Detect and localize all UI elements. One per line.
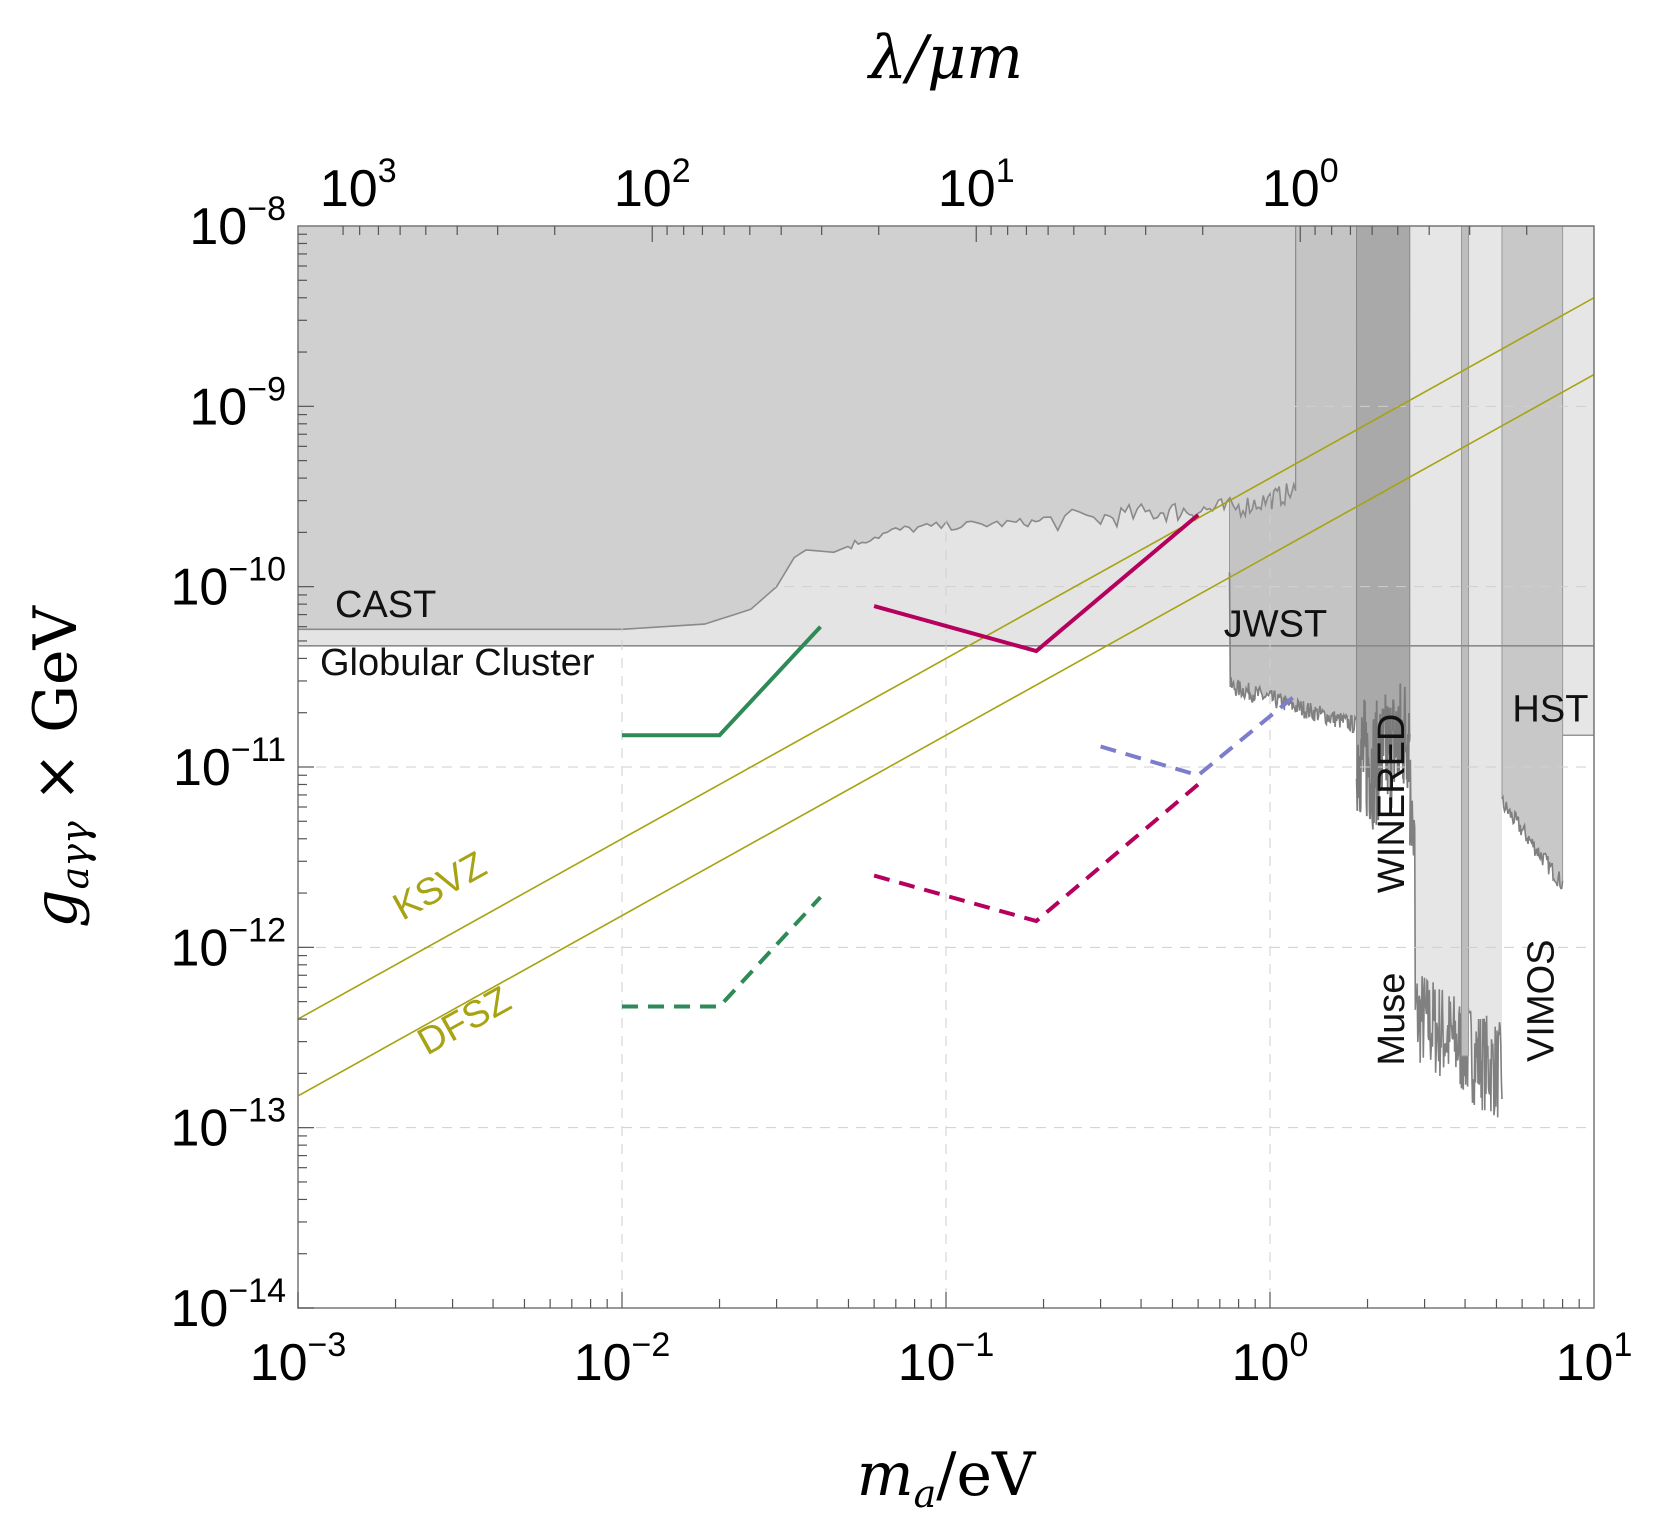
x-tick-label-exponent: −3	[308, 1326, 347, 1364]
crimson-solid-projection	[873, 513, 1200, 654]
y-tick-label: 10−12	[170, 911, 286, 977]
cast-region	[298, 226, 1296, 630]
y-tick-label: 10−14	[170, 1272, 286, 1338]
muse-label: Muse	[1371, 973, 1413, 1066]
x-tick-label-base: 10	[1232, 1334, 1290, 1392]
y-tick-label-base: 10	[170, 559, 228, 617]
cast-label: CAST	[335, 584, 436, 626]
x-axis-title-main: m	[857, 1440, 914, 1510]
y-tick-label-exponent: −14	[228, 1272, 286, 1310]
muse-region	[1409, 226, 1502, 1118]
exclusion-regions	[298, 226, 1594, 1118]
x-tick-label-base: 10	[898, 1334, 956, 1392]
y-tick-label-exponent: −12	[228, 911, 286, 949]
y-tick-label-exponent: −9	[247, 370, 286, 408]
vimos-region	[1501, 226, 1564, 890]
y-tick-label-base: 10	[170, 919, 228, 977]
x-tick-label: 10−1	[898, 1326, 995, 1392]
y-tick-label-base: 10	[189, 378, 247, 436]
x-axis-title-sub: a	[914, 1472, 937, 1516]
top-tick-label-exponent: 0	[1320, 152, 1339, 190]
crimson-dashed-projection	[873, 782, 1200, 924]
x-tick-label: 10−2	[574, 1326, 671, 1392]
x-axis-title: ma/eV	[857, 1440, 1037, 1516]
data-lines	[298, 297, 1594, 1097]
top-tick-label-exponent: 1	[996, 152, 1015, 190]
y-tick-label-exponent: −8	[247, 190, 286, 228]
y-tick-label: 10−11	[173, 731, 286, 797]
y-axis-title-sub: aγγ	[53, 821, 97, 889]
vimos-label: VIMOS	[1521, 939, 1563, 1061]
top-tick-label-base: 10	[938, 160, 996, 218]
blue-dashed-projection	[1100, 693, 1297, 778]
y-tick-label-base: 10	[170, 1280, 228, 1338]
x-tick-label-exponent: −2	[632, 1326, 671, 1364]
y-tick-label: 10−9	[189, 370, 286, 436]
winered-label: WINERED	[1371, 714, 1413, 893]
top-tick-label: 101	[938, 152, 1015, 218]
top-tick-label: 100	[1262, 152, 1339, 218]
hst-label: HST	[1512, 688, 1588, 730]
dfsz-line	[298, 373, 1594, 1097]
y-axis-title-rest: × GeV	[21, 604, 91, 821]
globular-cluster-label: Globular Cluster	[320, 642, 595, 684]
ksvz-line	[298, 297, 1594, 1020]
winered-curve	[1355, 683, 1411, 830]
x-tick-label-exponent: 0	[1289, 1326, 1308, 1364]
x-tick-label-base: 10	[250, 1334, 308, 1392]
jwst-label: JWST	[1224, 604, 1327, 646]
y-tick-label-base: 10	[173, 739, 231, 797]
top-tick-label-base: 10	[320, 160, 378, 218]
dfsz-label: DFSZ	[411, 979, 518, 1064]
cast-curve	[298, 481, 1297, 631]
x-tick-label: 100	[1232, 1326, 1309, 1392]
vimos-curve	[1501, 794, 1564, 890]
vimos-side-strip	[1461, 226, 1470, 1057]
x-axis-title-rest: /eV	[936, 1440, 1037, 1510]
x-tick-label-exponent: 1	[1613, 1326, 1632, 1364]
top-tick-label-base: 10	[1262, 160, 1320, 218]
x-tick-label-base: 10	[1556, 1334, 1614, 1392]
y-tick-label: 10−8	[189, 190, 286, 256]
y-tick-label-exponent: −11	[231, 731, 286, 769]
x-tick-label-base: 10	[574, 1334, 632, 1392]
x-tick-label-exponent: −1	[956, 1326, 995, 1364]
y-tick-label: 10−10	[170, 551, 286, 617]
y-tick-label-exponent: −13	[228, 1092, 286, 1130]
top-tick-label-exponent: 2	[672, 152, 691, 190]
top-axis-title: λ/μm	[867, 23, 1023, 93]
y-axis-title: gaγγ × GeV	[21, 604, 97, 927]
green-solid-projection	[622, 625, 822, 738]
muse-curve	[1409, 759, 1503, 1118]
y-tick-label: 10−13	[170, 1092, 286, 1158]
y-tick-label-base: 10	[170, 1100, 228, 1158]
x-tick-label: 10−3	[250, 1326, 347, 1392]
green-dashed-projection	[622, 895, 822, 1009]
ksvz-label: KSVZ	[386, 844, 493, 929]
grid-lines	[298, 226, 1594, 1308]
axis-ticks	[297, 226, 1580, 1309]
jwst-curve	[1228, 572, 1358, 734]
y-tick-label-exponent: −10	[228, 551, 286, 589]
top-tick-label: 102	[614, 152, 691, 218]
x-tick-label: 101	[1556, 1326, 1633, 1392]
top-tick-label-base: 10	[614, 160, 672, 218]
y-axis-title-main: g	[21, 889, 91, 927]
top-tick-label-exponent: 3	[378, 152, 397, 190]
y-tick-label-base: 10	[189, 198, 247, 256]
top-tick-label: 103	[320, 152, 397, 218]
